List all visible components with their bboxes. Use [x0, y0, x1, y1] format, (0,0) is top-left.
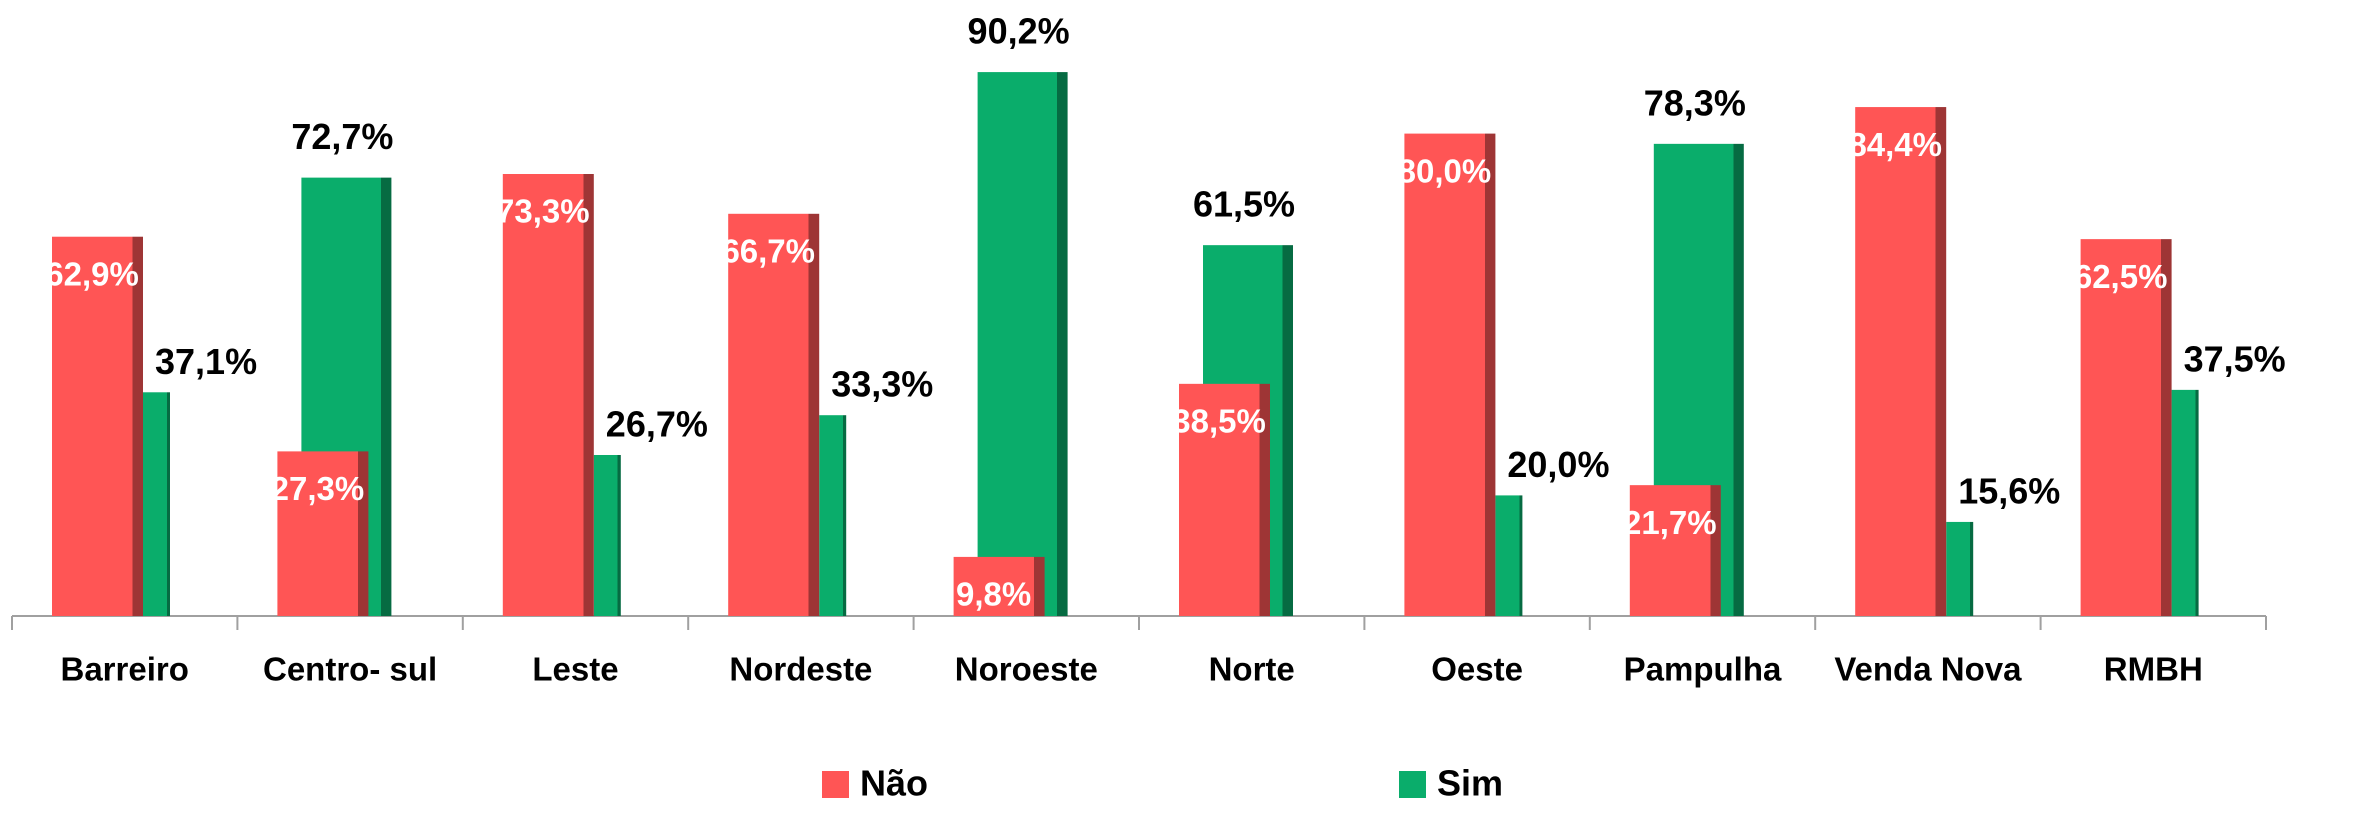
- data-label: 21,7%: [1623, 504, 1717, 541]
- x-tick-label: Noroeste: [955, 651, 1098, 688]
- bar: [1629, 485, 1721, 616]
- x-tick-label: Norte: [1209, 651, 1295, 688]
- bar: [819, 415, 847, 616]
- bar: [728, 213, 820, 616]
- bar: [1855, 107, 1947, 617]
- bar: [277, 451, 369, 616]
- data-label: 72,7%: [291, 116, 393, 157]
- data-label: 78,3%: [1644, 82, 1746, 123]
- bar: [1946, 521, 1974, 616]
- data-label: 15,6%: [1958, 470, 2060, 511]
- bar: [977, 72, 1068, 617]
- data-label: 73,3%: [496, 193, 590, 230]
- x-tick-label: RMBH: [2104, 651, 2203, 688]
- bar: [2171, 389, 2199, 616]
- bar: [502, 174, 594, 616]
- x-tick-label: Barreiro: [61, 651, 189, 688]
- bar: [1179, 383, 1270, 616]
- data-label: 66,7%: [721, 233, 815, 270]
- bar: [953, 556, 1045, 616]
- legend-swatch: [822, 771, 849, 798]
- data-label: 62,5%: [2074, 258, 2168, 295]
- data-label: 84,4%: [1848, 126, 1942, 163]
- data-label: 9,8%: [956, 576, 1031, 613]
- x-tick-label: Centro- sul: [263, 651, 437, 688]
- data-label: 62,9%: [45, 255, 139, 292]
- x-tick-label: Venda Nova: [1834, 651, 2022, 688]
- legend-swatch: [1399, 771, 1426, 798]
- bar: [2080, 239, 2172, 616]
- x-tick-label: Oeste: [1431, 651, 1523, 688]
- data-label: 20,0%: [1507, 444, 1609, 485]
- data-label: 90,2%: [968, 11, 1070, 52]
- data-label: 37,5%: [2184, 338, 2286, 379]
- bar: [52, 236, 143, 616]
- x-tick-label: Pampulha: [1624, 651, 1782, 688]
- data-label: 26,7%: [606, 404, 708, 445]
- data-label: 80,0%: [1398, 152, 1492, 189]
- data-label: 61,5%: [1193, 184, 1295, 225]
- data-label: 38,5%: [1172, 403, 1266, 440]
- legend-label: Não: [860, 763, 928, 804]
- data-label: 37,1%: [155, 341, 257, 382]
- data-label: 27,3%: [271, 470, 365, 507]
- legend-label: Sim: [1437, 763, 1503, 804]
- bar: [143, 392, 170, 616]
- bar: [593, 454, 621, 616]
- x-tick-label: Nordeste: [729, 651, 872, 688]
- data-label: 33,3%: [831, 364, 933, 405]
- bar: [1404, 133, 1496, 616]
- x-tick-label: Leste: [532, 651, 618, 688]
- bar: [1495, 495, 1523, 616]
